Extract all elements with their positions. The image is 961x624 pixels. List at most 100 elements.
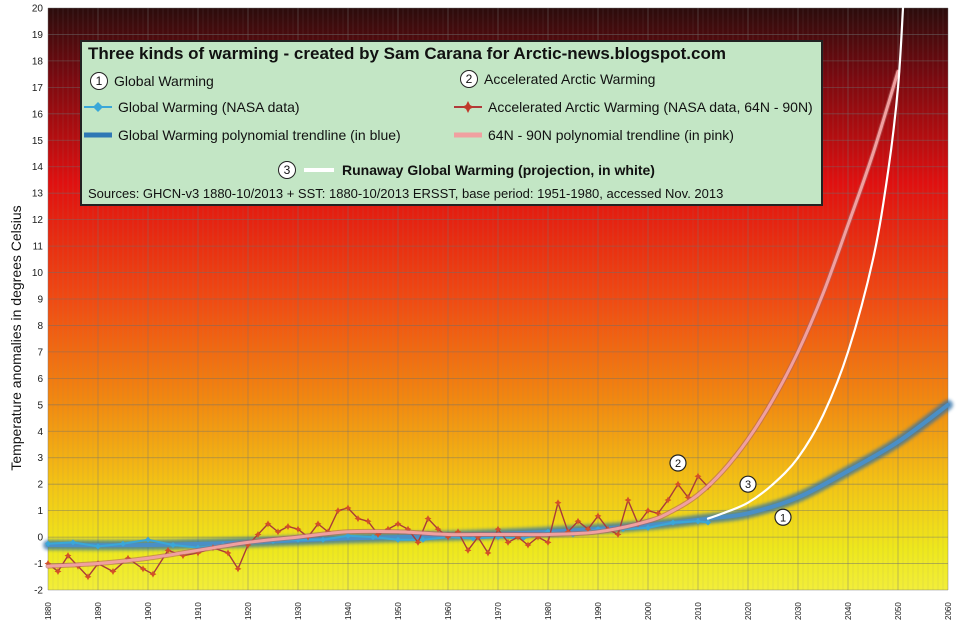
y-axis-title: Temperature anomalies in degrees Celsius: [8, 205, 24, 470]
y-tick-label: 15: [32, 136, 44, 147]
arctic-nasa-point: [294, 525, 302, 533]
legend-label: Global Warming polynomial trendline (in …: [118, 127, 401, 143]
arctic-nasa-point: [654, 509, 662, 517]
legend-item-runaway: 3 Runaway Global Warming (projection, in…: [278, 161, 655, 179]
global-nasa-point: [645, 524, 651, 531]
arctic-nasa-point: [344, 504, 352, 512]
arctic-nasa-point: [454, 528, 462, 536]
arctic-nasa-point: [544, 538, 552, 546]
y-tick-label: 10: [32, 268, 44, 279]
chart-title: Three kinds of warming - created by Sam …: [88, 44, 726, 63]
y-tick-label: 18: [32, 56, 44, 67]
legend-label: Global Warming: [114, 73, 214, 89]
sources-text: Sources: GHCN-v3 1880-10/2013 + SST: 188…: [88, 186, 724, 201]
arctic-nasa-point: [444, 533, 452, 541]
blue-trend-line-icon: [84, 132, 112, 138]
legend-item-arctic-warming: 2 Accelerated Arctic Warming: [460, 70, 655, 88]
global-nasa-point: [45, 540, 51, 547]
global-nasa-point: [705, 519, 711, 526]
arctic-nasa-point: [584, 525, 592, 533]
arctic-trendline: [46, 69, 900, 568]
arctic-nasa-point: [64, 552, 72, 560]
x-tick-label: 1890: [94, 602, 103, 620]
legend-box: Three kinds of warming - created by Sam …: [80, 40, 823, 206]
y-tick-label: 17: [32, 83, 44, 94]
arctic-nasa-point: [374, 530, 382, 538]
arctic-nasa-point: [139, 565, 147, 573]
arctic-nasa-point: [434, 525, 442, 533]
arctic-nasa-point: [149, 570, 157, 578]
global-nasa-point: [70, 539, 76, 546]
legend-label: Global Warming (NASA data): [118, 99, 300, 115]
arctic-nasa-point: [404, 525, 412, 533]
number-1-icon: 1: [90, 72, 108, 90]
y-tick-label: 12: [32, 215, 44, 226]
annotation-circle: [669, 454, 687, 472]
arctic-nasa-point: [504, 538, 512, 546]
annotation-layer: 2 3 1: [669, 454, 792, 526]
global-nasa-point: [170, 542, 176, 549]
arctic-nasa-point: [264, 520, 272, 528]
y-tick-label: 1: [37, 506, 43, 517]
global-nasa-point: [120, 540, 126, 547]
x-tick-label: 1910: [194, 602, 203, 620]
series-layer: [43, 6, 953, 581]
y-tick-label: 20: [32, 4, 44, 15]
y-tick-label: 9: [37, 295, 43, 306]
legend-label: Accelerated Arctic Warming (NASA data, 6…: [488, 99, 813, 115]
arctic-nasa-point: [674, 480, 682, 488]
blue-marker-line-icon: [84, 102, 112, 112]
y-tick-label: 4: [37, 427, 43, 438]
arctic-nasa-point: [354, 515, 362, 523]
arctic-nasa-point: [334, 507, 342, 515]
x-tick-label: 2020: [744, 602, 753, 620]
arctic-nasa-point: [524, 541, 532, 549]
global-nasa-point: [395, 536, 401, 543]
arctic-nasa-point: [44, 560, 52, 568]
y-tick-label: 0: [37, 533, 43, 544]
arctic-nasa-point: [474, 533, 482, 541]
y-tick-label: 5: [37, 400, 43, 411]
global-nasa-point: [95, 543, 101, 550]
y-tick-label: 19: [32, 30, 44, 41]
arctic-nasa-point: [84, 573, 92, 581]
x-tick-label: 1970: [494, 602, 503, 620]
x-tick-label: 1920: [244, 602, 253, 620]
arctic-nasa-point: [284, 523, 292, 531]
runaway-projection-line: [706, 6, 905, 520]
arctic-nasa-point: [194, 549, 202, 557]
x-tick-label: 2050: [894, 602, 903, 620]
arctic-nasa-point: [364, 517, 372, 525]
y-tick-label: 13: [32, 189, 44, 200]
y-tick-label: 8: [37, 321, 43, 332]
legend-item-global-warming: 1 Global Warming: [90, 72, 214, 90]
annotation-number: 2: [675, 458, 681, 470]
global-nasa-point: [695, 518, 701, 525]
global-nasa-point: [320, 536, 326, 543]
annotation-circle: [774, 508, 792, 526]
arctic-nasa-point: [164, 546, 172, 554]
x-tick-label: 1950: [394, 602, 403, 620]
legend-item-global-trend: Global Warming polynomial trendline (in …: [84, 127, 401, 143]
legend-label: Accelerated Arctic Warming: [484, 71, 656, 87]
arctic-nasa-point: [254, 530, 262, 538]
legend-label: 64N - 90N polynomial trendline (in pink): [488, 127, 734, 143]
x-tick-label: 2030: [794, 602, 803, 620]
arctic-nasa-point: [624, 496, 632, 504]
x-tick-label: 1960: [444, 602, 453, 620]
number-2-icon: 2: [460, 70, 478, 88]
number-3-icon: 3: [278, 161, 296, 179]
global-nasa-point: [370, 534, 376, 541]
y-tick-label: 3: [37, 453, 43, 464]
global-nasa-point: [670, 519, 676, 526]
legend-item-arctic-trend: 64N - 90N polynomial trendline (in pink): [454, 127, 734, 143]
legend-item-global-nasa: Global Warming (NASA data): [84, 99, 300, 115]
annotation-circle: [739, 475, 757, 493]
x-tick-label: 1980: [544, 602, 553, 620]
x-tick-label: 2040: [844, 602, 853, 620]
arctic-nasa-point: [414, 538, 422, 546]
y-tick-label: 14: [32, 162, 44, 173]
arctic-nasa-point: [424, 515, 432, 523]
arctic-nasa-point: [554, 499, 562, 507]
